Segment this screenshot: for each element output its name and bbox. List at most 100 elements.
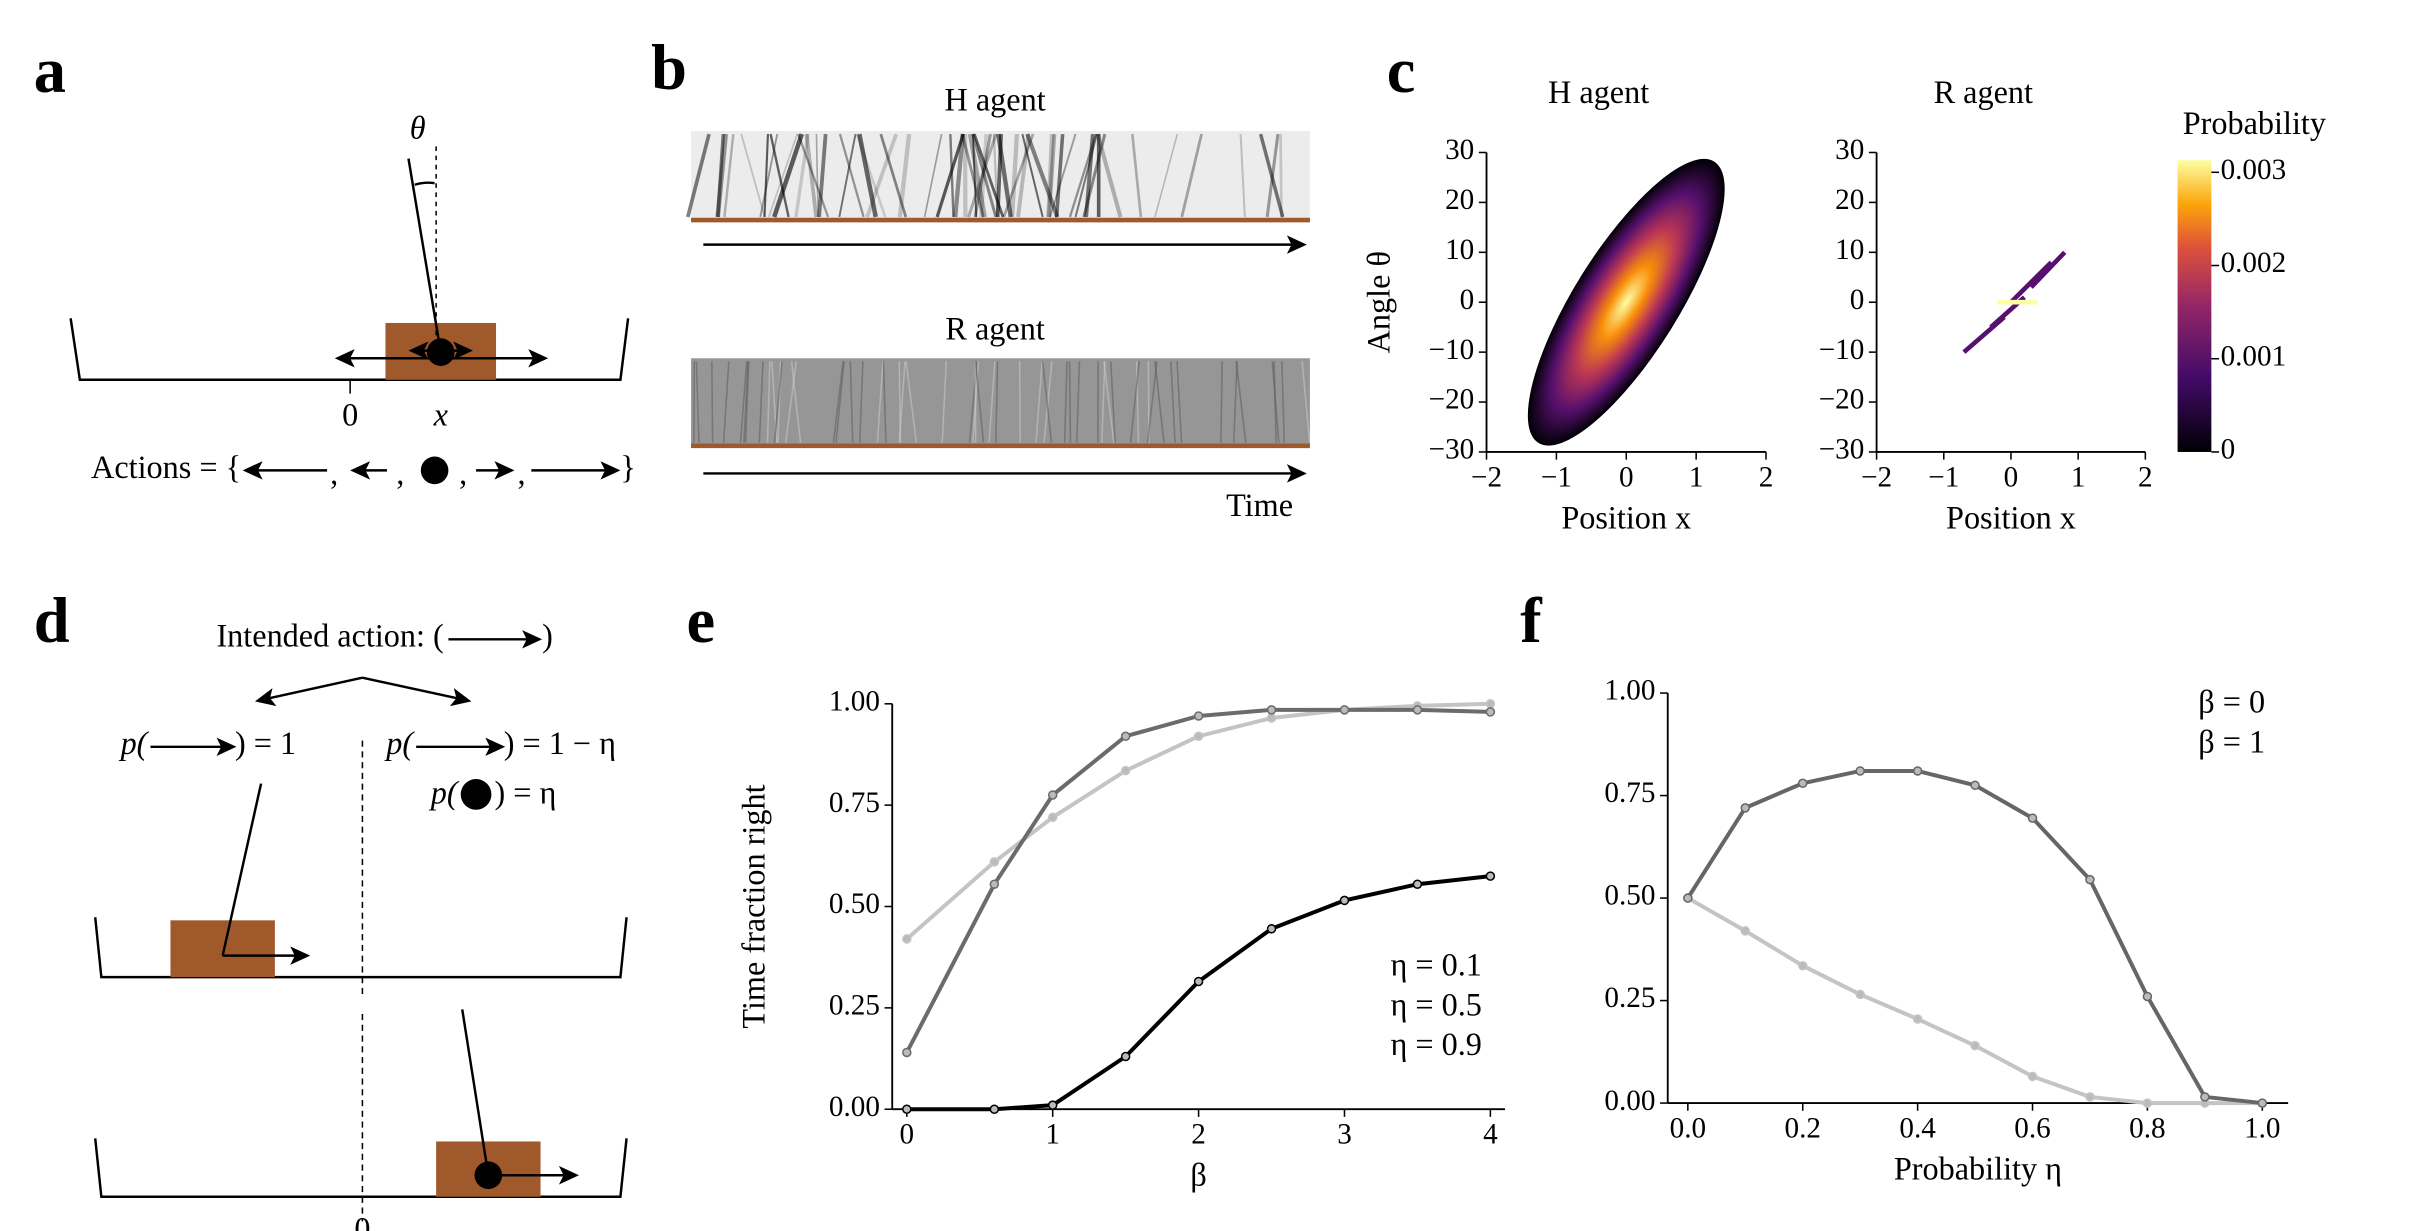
y-tick-label: 0.00: [829, 1091, 880, 1123]
streak: [716, 133, 726, 218]
cart: [170, 920, 275, 978]
streaks: [686, 133, 1285, 218]
point: [902, 1104, 912, 1114]
streak: [763, 134, 769, 218]
y-tick-label: 1.00: [1604, 675, 1655, 707]
streak: [790, 361, 802, 443]
streak: [1154, 133, 1179, 218]
y-tick-label: 0.25: [1604, 982, 1655, 1014]
streak: [1129, 361, 1140, 443]
streak: [723, 133, 735, 218]
point: [2085, 1092, 2095, 1102]
prob-value: ) = η: [494, 774, 556, 810]
separator: ,: [518, 455, 526, 491]
point: [1855, 989, 1865, 1000]
prob-open: p(: [429, 774, 460, 810]
x-tick-label: 4: [1483, 1119, 1498, 1151]
point: [1193, 711, 1204, 721]
y-tick-label: 10: [1835, 234, 1864, 266]
legend-entry: η = 0.9: [1390, 1026, 1481, 1062]
point: [1047, 790, 1058, 800]
y-tick-label: 10: [1445, 234, 1474, 266]
y-tick-label: 0: [1850, 284, 1865, 316]
streak: [971, 133, 998, 218]
point: [2257, 1098, 2268, 1108]
point: [2200, 1092, 2210, 1102]
streak: [855, 133, 887, 218]
streak: [876, 361, 884, 443]
streak: [1068, 361, 1072, 443]
point: [1193, 731, 1204, 741]
streak: [1041, 361, 1053, 443]
streak: [879, 133, 908, 218]
y-tick-label: 0.75: [1604, 777, 1655, 809]
streak: [967, 133, 998, 218]
point: [1120, 731, 1131, 741]
streak: [949, 134, 955, 218]
streak: [1046, 133, 1057, 218]
point: [1855, 766, 1865, 776]
actions-label: Actions = {: [91, 449, 241, 485]
x-tick-label: 0.6: [2014, 1112, 2050, 1144]
streak: [1131, 133, 1143, 218]
position-label: x: [433, 397, 449, 433]
panel-labels: a b c d e f: [34, 32, 1544, 656]
intended-close: ): [542, 618, 553, 654]
streak: [772, 133, 804, 218]
streak: [1095, 133, 1123, 218]
streak: [804, 133, 819, 218]
x-tick-label: 0.4: [1899, 1112, 1936, 1144]
streak: [967, 133, 987, 218]
point: [1266, 705, 1277, 715]
panel-label: f: [1520, 585, 1543, 656]
branch-arrow: [254, 676, 363, 707]
streak: [1301, 361, 1311, 443]
pole: [221, 783, 263, 956]
streak: [995, 361, 999, 443]
legend-entry: η = 0.5: [1390, 986, 1481, 1022]
x-tick-label: −1: [1928, 461, 1959, 493]
track: [93, 917, 628, 979]
point: [1120, 765, 1131, 776]
streak: [1043, 361, 1053, 443]
streak: [794, 133, 810, 218]
streak: [941, 361, 948, 443]
streak: [838, 133, 865, 218]
streak: [1025, 133, 1060, 218]
x-tick-label: 0.2: [1785, 1112, 1821, 1144]
point: [1339, 895, 1350, 906]
point: [1120, 1051, 1131, 1062]
streak: [711, 361, 714, 443]
y-tick-label: −30: [1819, 434, 1865, 466]
streak: [815, 134, 819, 218]
point: [1266, 924, 1277, 934]
streak: [740, 133, 766, 218]
streak: [979, 133, 989, 218]
track: [93, 1138, 628, 1198]
y-tick-label: 30: [1445, 134, 1474, 166]
action-dot: [460, 779, 492, 810]
legend-entry: η = 0.1: [1390, 946, 1481, 982]
series-line: [1686, 768, 2263, 1106]
streak: [1046, 133, 1055, 218]
streak: [849, 361, 854, 443]
point: [1797, 960, 1808, 971]
point: [1740, 926, 1751, 936]
streak: [1281, 361, 1286, 443]
theta-label: θ: [410, 109, 426, 145]
streak: [784, 361, 798, 443]
x-axis-label: β: [1190, 1157, 1206, 1193]
point: [1193, 976, 1204, 987]
x-tick-label: 2: [2138, 461, 2153, 493]
colorbar-tick-label: 0.003: [2221, 154, 2287, 186]
x-tick-label: −2: [1471, 461, 1502, 493]
streak: [973, 133, 992, 218]
streak: [1084, 133, 1095, 218]
point: [989, 1104, 1000, 1114]
streak: [769, 133, 790, 218]
density-illustration: [2029, 250, 2067, 289]
x-tick-label: 1.0: [2244, 1112, 2280, 1144]
streak: [835, 361, 845, 443]
streak: [1239, 134, 1246, 218]
